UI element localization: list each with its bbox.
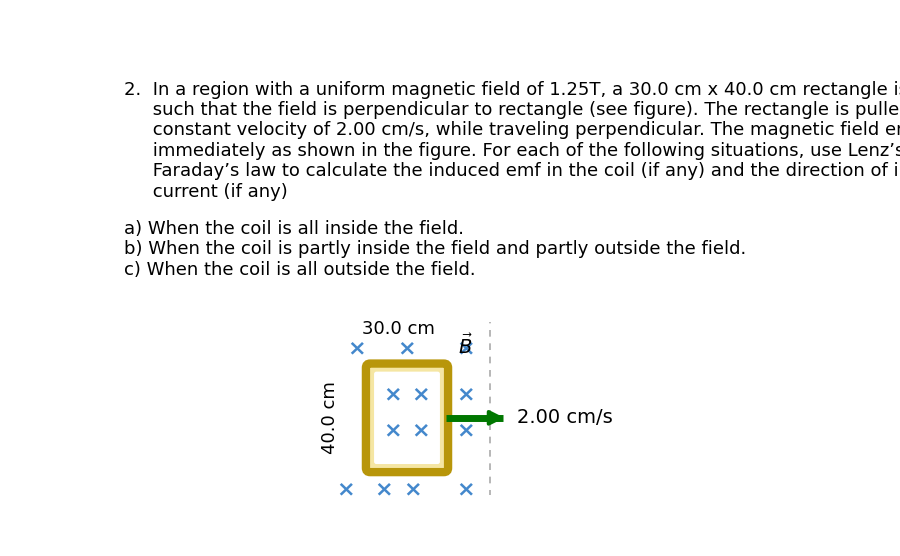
Text: ×: × (403, 479, 422, 499)
Text: 2.00 cm/s: 2.00 cm/s (517, 408, 612, 428)
Text: 40.0 cm: 40.0 cm (321, 381, 339, 454)
Text: 2.  In a region with a uniform magnetic field of 1.25T, a 30.0 cm x 40.0 cm rect: 2. In a region with a uniform magnetic f… (124, 81, 900, 98)
Text: Faraday’s law to calculate the induced emf in the coil (if any) and the directio: Faraday’s law to calculate the induced e… (124, 162, 900, 180)
Text: 30.0 cm: 30.0 cm (362, 320, 435, 338)
Text: ×: × (456, 421, 475, 441)
Text: ×: × (411, 421, 429, 441)
Text: ×: × (383, 421, 401, 441)
Text: ×: × (374, 479, 392, 499)
Text: ×: × (398, 339, 417, 359)
Text: ×: × (456, 339, 475, 359)
Text: a) When the coil is all inside the field.: a) When the coil is all inside the field… (124, 220, 464, 238)
Text: c) When the coil is all outside the field.: c) When the coil is all outside the fiel… (124, 261, 476, 279)
Text: $\vec{B}$: $\vec{B}$ (458, 334, 473, 358)
Text: ×: × (346, 339, 365, 359)
Text: b) When the coil is partly inside the field and partly outside the field.: b) When the coil is partly inside the fi… (124, 240, 746, 259)
Text: ×: × (383, 385, 401, 405)
Text: ×: × (456, 479, 475, 499)
Text: ×: × (456, 385, 475, 405)
Text: constant velocity of 2.00 cm/s, while traveling perpendicular. The magnetic fiel: constant velocity of 2.00 cm/s, while tr… (124, 121, 900, 140)
Text: current (if any): current (if any) (124, 182, 288, 201)
FancyBboxPatch shape (374, 371, 440, 464)
Text: immediately as shown in the figure. For each of the following situations, use Le: immediately as shown in the figure. For … (124, 142, 900, 160)
FancyBboxPatch shape (366, 364, 448, 472)
Text: such that the field is perpendicular to rectangle (see figure). The rectangle is: such that the field is perpendicular to … (124, 101, 900, 119)
Text: ×: × (411, 385, 429, 405)
Text: ×: × (336, 479, 355, 499)
